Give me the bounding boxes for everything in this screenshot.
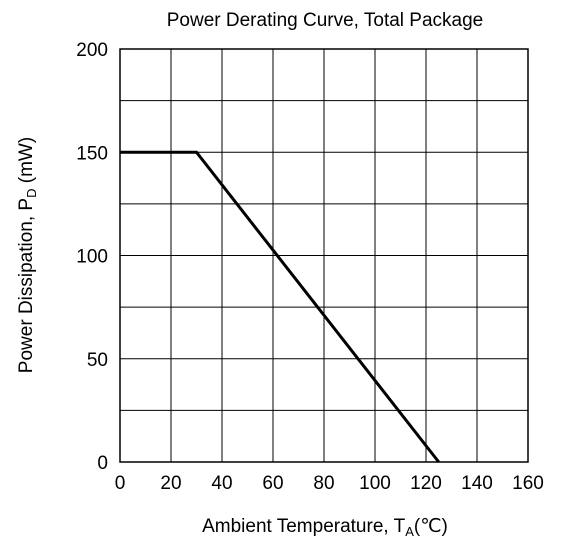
x-axis-label-main: Ambient Temperature, T — [202, 516, 406, 537]
x-axis-label: Ambient Temperature, TA(℃) — [202, 516, 448, 539]
plot-frame — [119, 48, 529, 463]
y-axis-label-subscript: D — [24, 189, 39, 198]
tick-labels: 0 20 40 60 80 100 120 140 160 0 50 100 150 200 — [76, 40, 544, 494]
chart-title: Power Derating Curve, Total Package — [167, 10, 483, 31]
y-tick-label: 0 — [97, 453, 108, 474]
y-tick-label: 150 — [76, 143, 108, 164]
x-tick-label: 160 — [512, 473, 544, 494]
x-tick-label: 0 — [115, 473, 126, 494]
x-tick-label: 140 — [461, 473, 493, 494]
x-tick-label: 120 — [410, 473, 442, 494]
y-tick-label: 50 — [87, 350, 108, 371]
y-tick-label: 100 — [76, 247, 108, 268]
y-axis-label-unit: (mW) — [16, 137, 37, 189]
y-axis-label: Power Dissipation, PD (mW) — [16, 137, 39, 373]
grid — [120, 49, 528, 462]
plot-border — [119, 48, 529, 463]
y-axis-label-main: Power Dissipation, P — [16, 198, 37, 373]
x-axis-label-subscript: A — [405, 524, 414, 539]
y-tick-label: 200 — [76, 40, 108, 61]
x-tick-label: 20 — [160, 473, 181, 494]
x-tick-label: 100 — [359, 473, 391, 494]
series-line — [120, 150, 440, 463]
x-axis-label-unit: (℃) — [414, 516, 448, 537]
x-tick-label: 80 — [313, 473, 334, 494]
series-layer — [120, 150, 440, 463]
x-tick-label: 60 — [262, 473, 283, 494]
x-tick-label: 40 — [211, 473, 232, 494]
